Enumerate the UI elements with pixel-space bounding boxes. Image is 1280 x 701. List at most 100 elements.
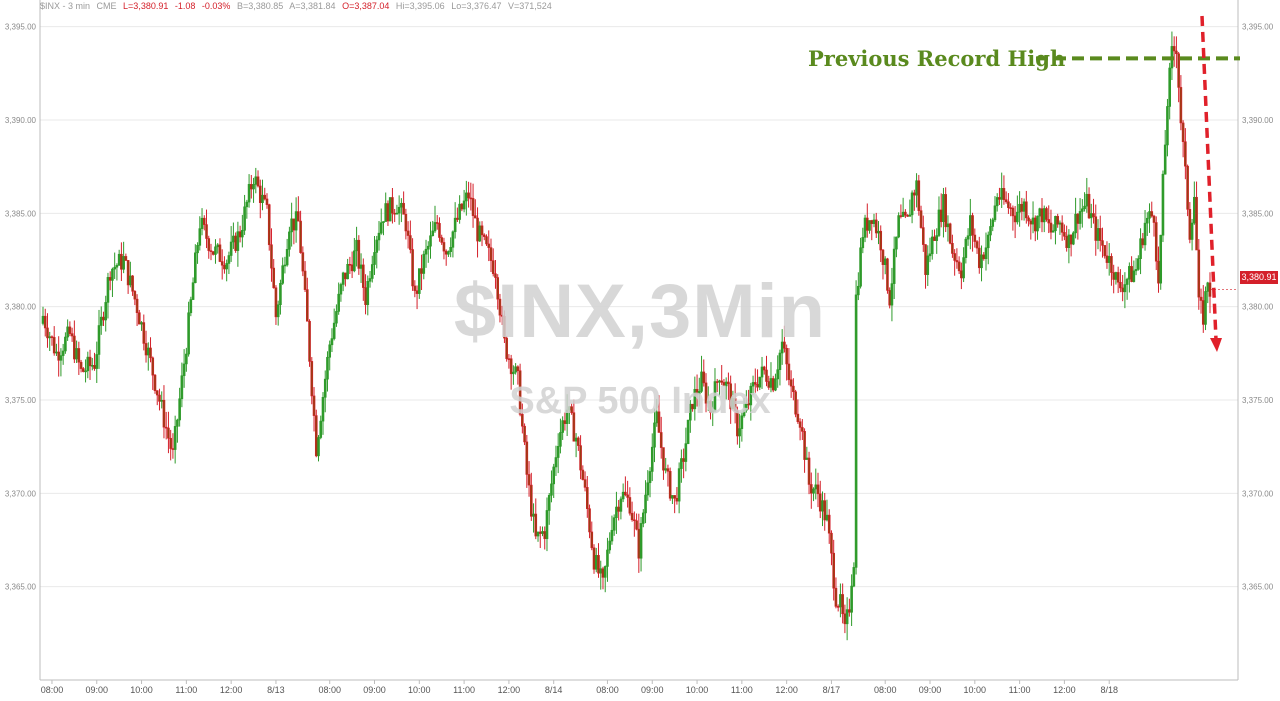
candle-body bbox=[265, 198, 269, 205]
x-tick-label: 11:00 bbox=[453, 685, 475, 695]
candle-body bbox=[1177, 53, 1180, 88]
open-value: O=3,387.04 bbox=[342, 1, 390, 11]
candle-body bbox=[467, 192, 470, 199]
candle-body bbox=[95, 354, 99, 369]
candle-body bbox=[267, 204, 271, 246]
candle-body bbox=[1175, 50, 1178, 55]
y-tick-label-left: 3,385.00 bbox=[5, 209, 37, 218]
candle-body bbox=[1092, 213, 1095, 218]
candle-body bbox=[821, 500, 824, 512]
candle-body bbox=[191, 282, 195, 300]
candle-body bbox=[807, 457, 811, 485]
candle-body bbox=[52, 337, 56, 354]
candle-body bbox=[104, 302, 108, 321]
candle-body bbox=[458, 203, 461, 220]
candle-body bbox=[975, 241, 979, 249]
candle-body bbox=[386, 203, 390, 222]
candle-body bbox=[892, 248, 896, 284]
low-value: Lo=3,376.47 bbox=[451, 1, 502, 11]
candle-body bbox=[182, 363, 186, 377]
candle-body bbox=[1029, 220, 1033, 225]
candle-body bbox=[362, 264, 365, 288]
x-tick-label: 11:00 bbox=[731, 685, 753, 695]
candle-body bbox=[507, 358, 511, 360]
candle-body bbox=[812, 488, 815, 494]
candle-body bbox=[500, 314, 504, 317]
candle-body bbox=[671, 495, 674, 499]
x-tick-label: 10:00 bbox=[408, 685, 431, 695]
y-tick-label-left: 3,390.00 bbox=[5, 116, 37, 125]
candle-body bbox=[516, 366, 520, 372]
candle-body bbox=[185, 353, 188, 365]
candle-body bbox=[588, 508, 591, 533]
candle-body bbox=[527, 474, 531, 486]
candle-body bbox=[88, 356, 92, 367]
x-tick-label: 08:00 bbox=[318, 685, 341, 695]
candle-body bbox=[957, 261, 961, 272]
candle-body bbox=[1013, 215, 1017, 223]
candle-body bbox=[366, 281, 370, 306]
candle-body bbox=[601, 568, 605, 578]
candle-body bbox=[709, 400, 712, 413]
candle-body bbox=[993, 205, 997, 221]
candle-body bbox=[727, 381, 730, 385]
candle-body bbox=[870, 220, 874, 224]
candle-body bbox=[288, 231, 291, 250]
candle-body bbox=[413, 285, 417, 291]
candle-body bbox=[653, 422, 656, 448]
y-tick-label-right: 3,365.00 bbox=[1242, 583, 1274, 592]
candle-body bbox=[680, 458, 683, 469]
candle-body bbox=[1163, 144, 1167, 175]
candle-body bbox=[1004, 199, 1008, 203]
candle-body bbox=[308, 320, 311, 362]
candle-body bbox=[776, 369, 779, 380]
candle-body bbox=[1123, 284, 1127, 293]
candle-body bbox=[276, 304, 280, 318]
candle-body bbox=[505, 337, 508, 359]
candle-body bbox=[570, 406, 573, 414]
candle-body bbox=[859, 247, 862, 287]
candle-body bbox=[433, 222, 437, 232]
candle-body bbox=[980, 254, 983, 269]
candles bbox=[41, 31, 1212, 641]
candle-body bbox=[487, 243, 491, 248]
candle-body bbox=[1000, 188, 1003, 200]
tick-labels: 3,365.00 3,365.00 3,370.00 3,370.00 3,375.00… bbox=[5, 23, 1274, 695]
candle-body bbox=[908, 214, 912, 217]
candle-body bbox=[332, 322, 336, 339]
candle-body bbox=[1056, 215, 1059, 225]
candle-body bbox=[323, 378, 327, 398]
candle-body bbox=[1081, 208, 1084, 212]
candle-body bbox=[738, 428, 741, 437]
candle-body bbox=[720, 380, 723, 383]
candle-body bbox=[252, 184, 255, 190]
candle-body bbox=[796, 413, 800, 423]
candle-body bbox=[852, 567, 856, 587]
candle-body bbox=[919, 210, 923, 228]
candle-body bbox=[1067, 234, 1071, 249]
candle-body bbox=[626, 494, 629, 498]
down-arrow-head bbox=[1210, 338, 1222, 352]
candle-body bbox=[418, 268, 421, 294]
candle-body bbox=[1181, 122, 1185, 143]
candle-body bbox=[1161, 173, 1165, 236]
candle-body bbox=[236, 231, 240, 251]
candle-body bbox=[281, 265, 284, 284]
candle-body bbox=[297, 211, 300, 222]
candle-body bbox=[686, 419, 690, 444]
candle-body bbox=[180, 375, 184, 400]
candle-body bbox=[393, 212, 396, 215]
candle-body bbox=[211, 251, 215, 255]
candle-body bbox=[933, 236, 936, 241]
candle-body bbox=[106, 277, 110, 303]
candle-body bbox=[1193, 196, 1196, 224]
bid-value: B=3,380.85 bbox=[236, 1, 284, 11]
candle-body bbox=[263, 194, 267, 200]
candle-body bbox=[131, 275, 134, 292]
candle-body bbox=[615, 506, 618, 518]
candle-body bbox=[673, 495, 676, 499]
candle-body bbox=[1184, 141, 1187, 167]
candle-body bbox=[247, 184, 251, 203]
candle-body bbox=[547, 494, 551, 511]
candle-body bbox=[411, 249, 414, 287]
